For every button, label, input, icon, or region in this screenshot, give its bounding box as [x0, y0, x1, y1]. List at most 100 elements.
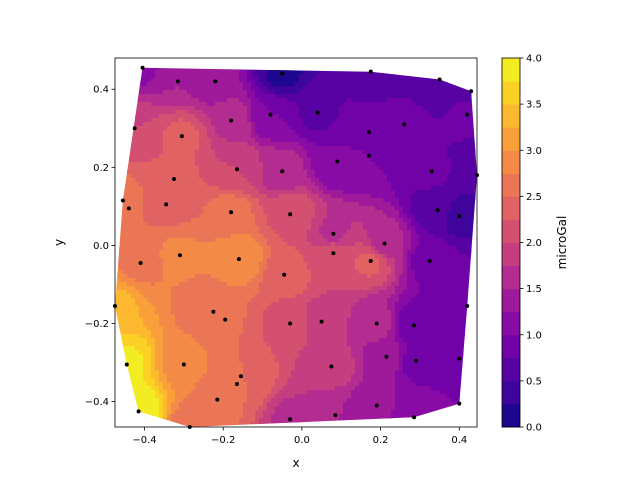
contour-cell [155, 110, 160, 115]
contour-cell [259, 334, 264, 339]
contour-cell [247, 270, 252, 275]
contour-cell [199, 234, 204, 239]
contour-cell [127, 138, 132, 143]
contour-cell [255, 226, 260, 231]
contour-cell [291, 90, 296, 95]
contour-cell [127, 67, 132, 71]
contour-cell [143, 286, 148, 291]
contour-cell [295, 206, 300, 211]
contour-cell [303, 58, 308, 63]
contour-cell [287, 226, 292, 231]
contour-cell [323, 378, 328, 383]
contour-cell [151, 290, 156, 295]
contour-cell [231, 226, 236, 231]
contour-cell [235, 242, 240, 247]
contour-cell [263, 246, 268, 251]
contour-cell [143, 106, 148, 111]
contour-cell [199, 342, 204, 347]
contour-cell [119, 350, 124, 355]
contour-cell [263, 106, 268, 111]
contour-cell [199, 94, 204, 99]
contour-cell [227, 206, 232, 211]
contour-cell [159, 194, 164, 199]
contour-cell [159, 342, 164, 347]
contour-cell [183, 318, 188, 323]
contour-cell [183, 138, 188, 143]
contour-cell [139, 418, 144, 423]
contour-cell [315, 206, 320, 211]
contour-cell [271, 198, 276, 203]
contour-cell [147, 358, 152, 363]
contour-cell [203, 166, 208, 171]
contour-cell [227, 386, 232, 391]
contour-cell [239, 110, 244, 115]
contour-cell [139, 142, 144, 147]
contour-cell [203, 282, 208, 287]
contour-cell [303, 282, 308, 287]
contour-cell [171, 67, 176, 71]
contour-cell [275, 422, 280, 427]
contour-cell [211, 386, 216, 391]
contour-cell [323, 222, 328, 227]
contour-cell [247, 178, 252, 183]
contour-cell [127, 158, 132, 163]
contour-cell [327, 86, 332, 91]
contour-cell [139, 134, 144, 139]
contour-cell [215, 206, 220, 211]
contour-cell [231, 306, 236, 311]
contour-cell [303, 74, 308, 79]
contour-cell [319, 174, 324, 179]
contour-cell [151, 338, 156, 343]
contour-cell [287, 378, 292, 383]
contour-cell [279, 74, 284, 79]
contour-cell [131, 314, 136, 319]
contour-cell [259, 422, 264, 427]
contour-cell [255, 262, 260, 267]
contour-cell [139, 370, 144, 375]
contour-cell [195, 294, 200, 299]
contour-cell [303, 398, 308, 403]
contour-cell [167, 166, 172, 171]
contour-cell [215, 270, 220, 275]
contour-cell [183, 222, 188, 227]
contour-cell [247, 302, 252, 307]
contour-cell [251, 182, 256, 187]
contour-cell [211, 366, 216, 371]
contour-cell [231, 186, 236, 191]
contour-cell [255, 62, 260, 67]
contour-cell [175, 214, 180, 219]
contour-cell [183, 242, 188, 247]
contour-cell [171, 354, 176, 359]
contour-cell [239, 90, 244, 95]
contour-cell [179, 214, 184, 219]
contour-cell [115, 370, 120, 375]
contour-cell [167, 170, 172, 175]
contour-cell [119, 322, 124, 327]
contour-cell [143, 258, 148, 263]
contour-cell [131, 418, 136, 423]
contour-cell [267, 142, 272, 147]
contour-cell [299, 202, 304, 207]
contour-cell [135, 158, 140, 163]
contour-cell [195, 102, 200, 107]
contour-cell [163, 114, 168, 119]
contour-cell [303, 114, 308, 119]
contour-cell [163, 162, 168, 167]
contour-cell [219, 386, 224, 391]
contour-cell [255, 350, 260, 355]
contour-cell [203, 254, 208, 259]
contour-cell [131, 90, 136, 95]
contour-cell [287, 58, 292, 63]
contour-cell [235, 390, 240, 395]
contour-cell [163, 358, 168, 363]
contour-cell [307, 174, 312, 179]
contour-cell [247, 362, 252, 367]
contour-cell [175, 394, 180, 399]
contour-cell [163, 258, 168, 263]
contour-cell [187, 234, 192, 239]
contour-cell [127, 90, 132, 95]
contour-cell [175, 410, 180, 415]
contour-cell [291, 114, 296, 119]
contour-cell [251, 338, 256, 343]
contour-cell [227, 362, 232, 367]
